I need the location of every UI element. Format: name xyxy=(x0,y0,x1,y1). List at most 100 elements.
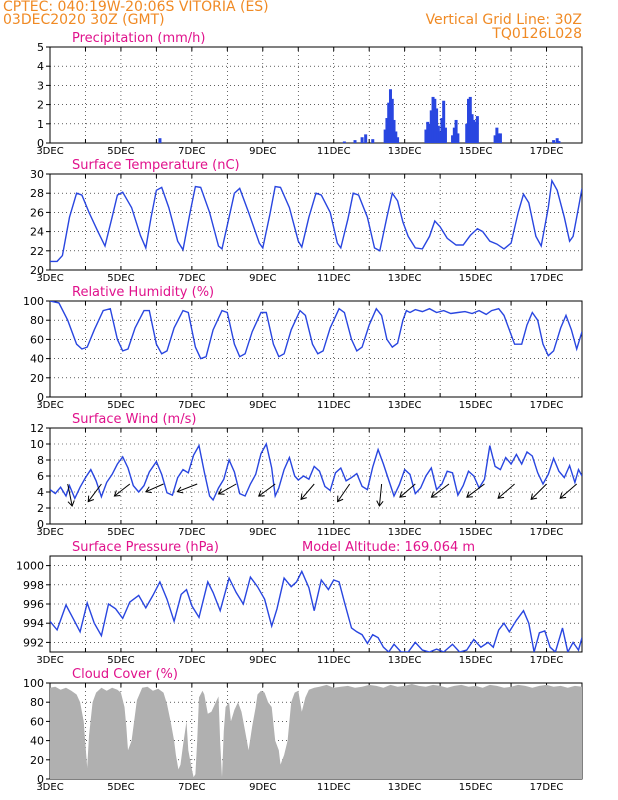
panel-title: Precipitation (mm/h) xyxy=(72,31,205,46)
precip-bar xyxy=(436,125,440,143)
wind-vector-head xyxy=(559,492,567,499)
wind-vector xyxy=(300,483,315,501)
precip-bar xyxy=(555,138,559,143)
y-tick-label: 40 xyxy=(30,353,44,366)
x-tick-label: 15DEC xyxy=(459,146,493,157)
x-tick-label: 9DEC xyxy=(249,527,276,538)
precip-bar xyxy=(388,89,392,143)
y-tick-label: 12 xyxy=(30,422,44,435)
precip-bar xyxy=(557,141,561,143)
precip-bar xyxy=(394,131,398,143)
wind-vector xyxy=(176,483,198,494)
x-tick-label: 3DEC xyxy=(36,146,63,157)
y-tick-label: 4 xyxy=(37,60,44,73)
x-tick-label: 13DEC xyxy=(388,146,422,157)
x-tick-label: 15DEC xyxy=(459,527,493,538)
wind-vector xyxy=(257,483,276,497)
y-tick-label: 8 xyxy=(37,454,44,467)
panel-title: Cloud Cover (%) xyxy=(72,667,178,682)
precip-bar xyxy=(475,116,479,143)
y-tick-label: 992 xyxy=(23,636,44,649)
x-tick-label: 15DEC xyxy=(459,273,493,284)
x-tick-label: 11DEC xyxy=(317,527,351,538)
x-tick-label: 7DEC xyxy=(178,273,205,284)
precip-bar xyxy=(438,131,442,143)
x-tick-label: 13DEC xyxy=(388,273,422,284)
precip-bar xyxy=(498,133,502,143)
wind-vector-head xyxy=(497,492,505,499)
x-tick-label: 11DEC xyxy=(317,655,351,666)
x-tick-label: 5DEC xyxy=(107,655,134,666)
wind-vector-shaft xyxy=(258,483,276,497)
wind-vector xyxy=(497,483,515,499)
y-tick-label: 30 xyxy=(30,168,44,181)
precip-bar xyxy=(426,121,430,143)
x-tick-label: 3DEC xyxy=(36,655,63,666)
precip-bar xyxy=(454,119,458,143)
x-tick-label: 7DEC xyxy=(178,655,205,666)
x-tick-label: 5DEC xyxy=(107,146,134,157)
x-tick-label: 9DEC xyxy=(249,146,276,157)
wind-vector-shaft xyxy=(67,483,73,507)
precip-bar xyxy=(456,133,460,143)
x-tick-label: 13DEC xyxy=(388,655,422,666)
precip-bar xyxy=(427,123,431,143)
precip-bar xyxy=(472,119,476,143)
wind-vector-shaft xyxy=(559,483,578,499)
y-tick-label: 5 xyxy=(37,41,44,54)
series-group xyxy=(50,442,582,507)
y-tick-label: 100 xyxy=(23,677,44,690)
precip-bar xyxy=(429,110,433,143)
x-tick-label: 15DEC xyxy=(459,655,493,666)
x-tick-label: 5DEC xyxy=(107,400,134,411)
wind-vector-head xyxy=(530,493,538,501)
y-tick-label: 80 xyxy=(30,314,44,327)
precip-bar xyxy=(342,141,346,143)
x-tick-label: 5DEC xyxy=(107,782,134,793)
wind-vector-shaft xyxy=(300,483,315,500)
wind-vector-head xyxy=(466,491,473,498)
precip-bar xyxy=(440,118,444,143)
wind-vector-head xyxy=(176,486,184,494)
precip-bar xyxy=(433,98,437,143)
wind-vector-shaft xyxy=(530,483,547,500)
x-tick-label: 11DEC xyxy=(317,400,351,411)
panel-6: 0 20 40 60 80 100 3DEC 5DEC 7DEC 9DEC 11DEC 13DEC 15… xyxy=(23,667,583,793)
x-tick-label: 7DEC xyxy=(178,527,205,538)
wind-vector-head xyxy=(376,500,384,507)
wind-vector xyxy=(399,483,416,498)
precip-bar xyxy=(158,138,162,143)
panel-title: Surface Wind (m/s) xyxy=(72,412,196,427)
x-tick-label: 17DEC xyxy=(530,273,564,284)
y-tick-label: 24 xyxy=(30,226,44,239)
y-tick-label: 0 xyxy=(37,518,44,531)
y-tick-label: 26 xyxy=(30,206,44,219)
series-group xyxy=(50,684,582,779)
x-tick-label: 13DEC xyxy=(388,527,422,538)
y-tick-label: 1 xyxy=(37,118,44,131)
grid-line-note: Vertical Grid Line: 30Z xyxy=(425,12,582,28)
wind-vector-shaft xyxy=(114,483,131,497)
x-tick-label: 3DEC xyxy=(36,527,63,538)
wind-vector xyxy=(530,483,547,501)
series-line xyxy=(50,178,582,263)
y-tick-label: 998 xyxy=(23,579,44,592)
panel-1: 0 1 2 3 4 5 3DEC 5DEC 7DEC 9DEC 11DEC 13DEC 15DEC 17D… xyxy=(36,31,583,157)
cloud-area xyxy=(50,684,582,779)
wind-vector-head xyxy=(430,491,438,498)
x-tick-label: 13DEC xyxy=(388,782,422,793)
precip-bar xyxy=(443,127,447,143)
wind-vector-shaft xyxy=(431,483,450,498)
wind-vector xyxy=(67,483,75,507)
x-tick-label: 17DEC xyxy=(530,146,564,157)
precip-bar xyxy=(431,96,435,143)
series-line xyxy=(50,569,582,652)
x-tick-label: 7DEC xyxy=(178,782,205,793)
panel-frame xyxy=(49,46,583,144)
panel-5: 992 994 996 998 1000 3DEC 5DEC 7DEC 9DEC 11DEC 13D… xyxy=(16,540,583,666)
y-tick-label: 3 xyxy=(37,79,44,92)
wind-vector xyxy=(113,483,131,497)
precip-bar xyxy=(474,121,478,143)
precip-bar xyxy=(360,137,364,143)
wind-vector xyxy=(217,483,237,495)
